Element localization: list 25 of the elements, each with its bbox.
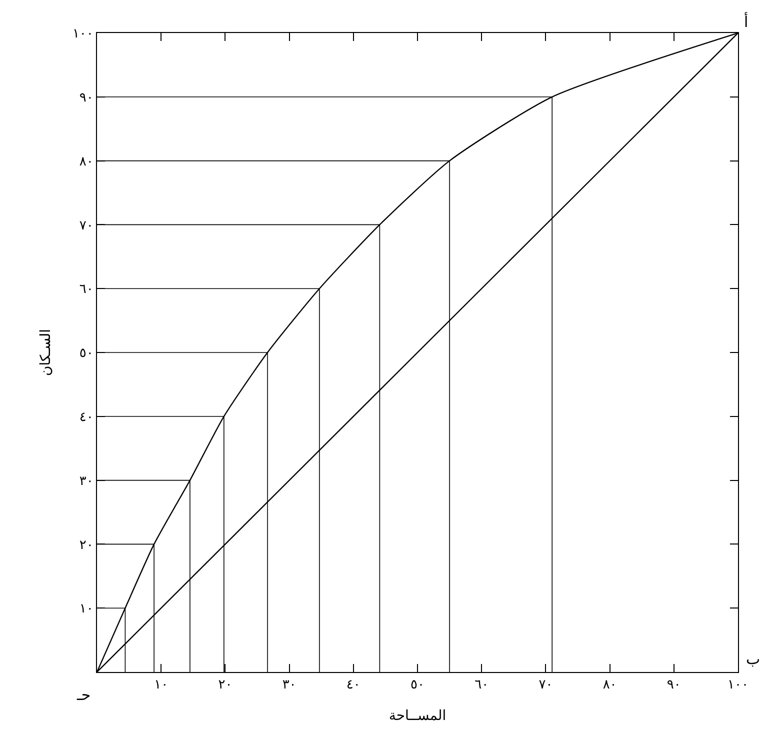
x-tick-label: ٤٠ [346, 678, 360, 693]
x-tick-label: ٦٠ [474, 678, 489, 693]
y-tick-label: ٧٠ [79, 218, 94, 234]
x-tick-label: ٧٠ [538, 678, 553, 693]
text: حـ [76, 686, 91, 704]
x-axis-title: المســاحة [388, 708, 446, 724]
y-tick-label: ١٠٠ [72, 26, 94, 42]
x-tick-label: ٣٠ [282, 678, 296, 693]
y-tick-label: ٩٠ [79, 90, 94, 106]
y-tick-label: ٨٠ [79, 154, 94, 170]
y-axis-title: السـكان [38, 328, 54, 376]
x-tick-label: ٥٠ [410, 678, 424, 693]
text: أ [744, 12, 748, 31]
y-tick-label: ٣٠ [79, 474, 94, 489]
y-tick-label: ٦٠ [79, 282, 94, 298]
x-tick-label: ١٠٠ [728, 678, 748, 693]
text: ب [746, 650, 760, 668]
x-tick-label: ٩٠ [666, 678, 681, 693]
y-tick-label: ٢٠ [79, 538, 94, 553]
y-tick-label: ٤٠ [79, 410, 94, 425]
x-tick-label: ٨٠ [602, 678, 617, 693]
x-tick-label: ١٠ [154, 678, 168, 693]
y-tick-label: ١٠ [79, 602, 94, 617]
y-tick-label: ٥٠ [79, 346, 94, 362]
x-tick-label: ٢٠ [218, 678, 232, 693]
